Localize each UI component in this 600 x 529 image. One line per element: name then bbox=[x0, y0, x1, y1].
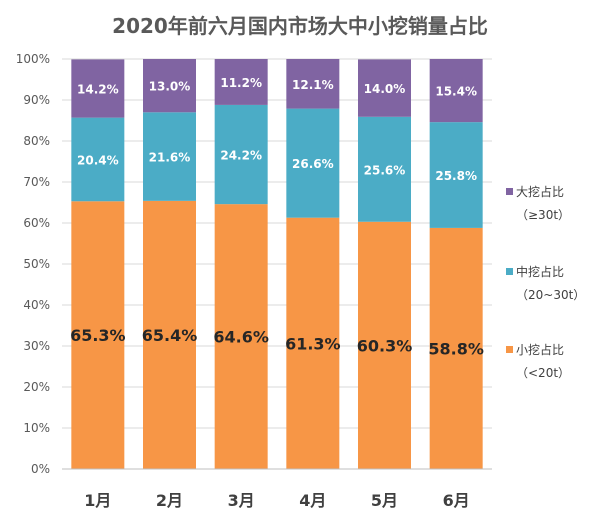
legend-label-large: 大挖占比 bbox=[516, 185, 565, 199]
data-label-medium: 20.4% bbox=[77, 153, 119, 167]
data-label-large: 14.0% bbox=[364, 82, 406, 96]
bar-segment-small bbox=[143, 200, 196, 470]
data-label-large: 11.2% bbox=[220, 76, 262, 90]
legend-sub-medium: （20~30t） bbox=[516, 288, 586, 302]
legend-item-small: 小挖占比 （<20t） bbox=[506, 341, 600, 381]
data-label-small: 60.3% bbox=[357, 336, 413, 355]
bar-segment-small bbox=[214, 204, 268, 469]
data-label-medium: 21.6% bbox=[149, 151, 191, 165]
data-label-medium: 25.8% bbox=[435, 169, 477, 183]
y-tick-label: 50% bbox=[23, 257, 50, 271]
x-tick-label: 3月 bbox=[228, 491, 255, 510]
legend-label-small: 小挖占比 bbox=[516, 343, 565, 357]
bar-segment-medium bbox=[286, 108, 340, 218]
data-label-small: 61.3% bbox=[285, 334, 341, 353]
x-tick-label: 1月 bbox=[84, 491, 111, 510]
data-label-medium: 26.6% bbox=[292, 157, 334, 171]
y-tick-label: 90% bbox=[23, 93, 50, 107]
bar-segment-small bbox=[286, 217, 340, 469]
bar-segment-large bbox=[143, 59, 196, 113]
x-tick-label: 2月 bbox=[156, 491, 183, 510]
bar-segment-large bbox=[429, 59, 483, 123]
y-tick-label: 80% bbox=[23, 134, 50, 148]
y-tick-label: 40% bbox=[23, 298, 50, 312]
data-label-large: 12.1% bbox=[292, 78, 334, 92]
y-tick-label: 20% bbox=[23, 380, 50, 394]
bar-segment-medium bbox=[429, 122, 483, 228]
x-tick-label: 6月 bbox=[443, 491, 470, 510]
bar-segment-medium bbox=[214, 104, 268, 205]
x-tick-label: 5月 bbox=[371, 491, 398, 510]
data-label-small: 58.8% bbox=[428, 339, 484, 358]
chart-title: 2020年前六月国内市场大中小挖销量占比 bbox=[112, 14, 488, 38]
legend-swatch-medium bbox=[506, 268, 513, 275]
bar-segment-small bbox=[358, 221, 411, 469]
bar-segment-large bbox=[358, 59, 411, 117]
bar-segment-small bbox=[429, 227, 483, 469]
data-label-large: 15.4% bbox=[435, 85, 477, 99]
bar-segment-large bbox=[214, 59, 268, 105]
x-tick-label: 4月 bbox=[299, 491, 326, 510]
legend-label-medium: 中挖占比 bbox=[516, 265, 565, 279]
y-tick-label: 10% bbox=[23, 421, 50, 435]
legend-item-medium: 中挖占比 （20~30t） bbox=[506, 263, 600, 303]
bar-segment-large bbox=[286, 59, 340, 109]
data-label-medium: 24.2% bbox=[220, 149, 262, 163]
data-label-small: 64.6% bbox=[213, 328, 269, 347]
legend-sub-small: （<20t） bbox=[516, 366, 571, 380]
bar-segment-medium bbox=[71, 117, 125, 202]
legend-sub-large: （≥30t） bbox=[516, 208, 571, 222]
y-tick-label: 70% bbox=[23, 175, 50, 189]
y-tick-label: 60% bbox=[23, 216, 50, 230]
bar-segment-medium bbox=[358, 116, 411, 222]
legend-item-large: 大挖占比 （≥30t） bbox=[506, 183, 600, 223]
bar-segment-small bbox=[71, 201, 125, 469]
data-label-large: 13.0% bbox=[149, 80, 191, 94]
y-tick-label: 0% bbox=[31, 462, 50, 476]
y-tick-label: 30% bbox=[23, 339, 50, 353]
data-label-small: 65.3% bbox=[70, 326, 126, 345]
bar-segment-large bbox=[71, 59, 125, 118]
data-label-large: 14.2% bbox=[77, 83, 119, 97]
legend-swatch-small bbox=[506, 346, 513, 353]
legend-swatch-large bbox=[506, 188, 513, 195]
bar-segment-medium bbox=[143, 112, 196, 201]
data-label-medium: 25.6% bbox=[364, 163, 406, 177]
data-label-small: 65.4% bbox=[142, 326, 198, 345]
y-tick-label: 100% bbox=[16, 52, 50, 66]
